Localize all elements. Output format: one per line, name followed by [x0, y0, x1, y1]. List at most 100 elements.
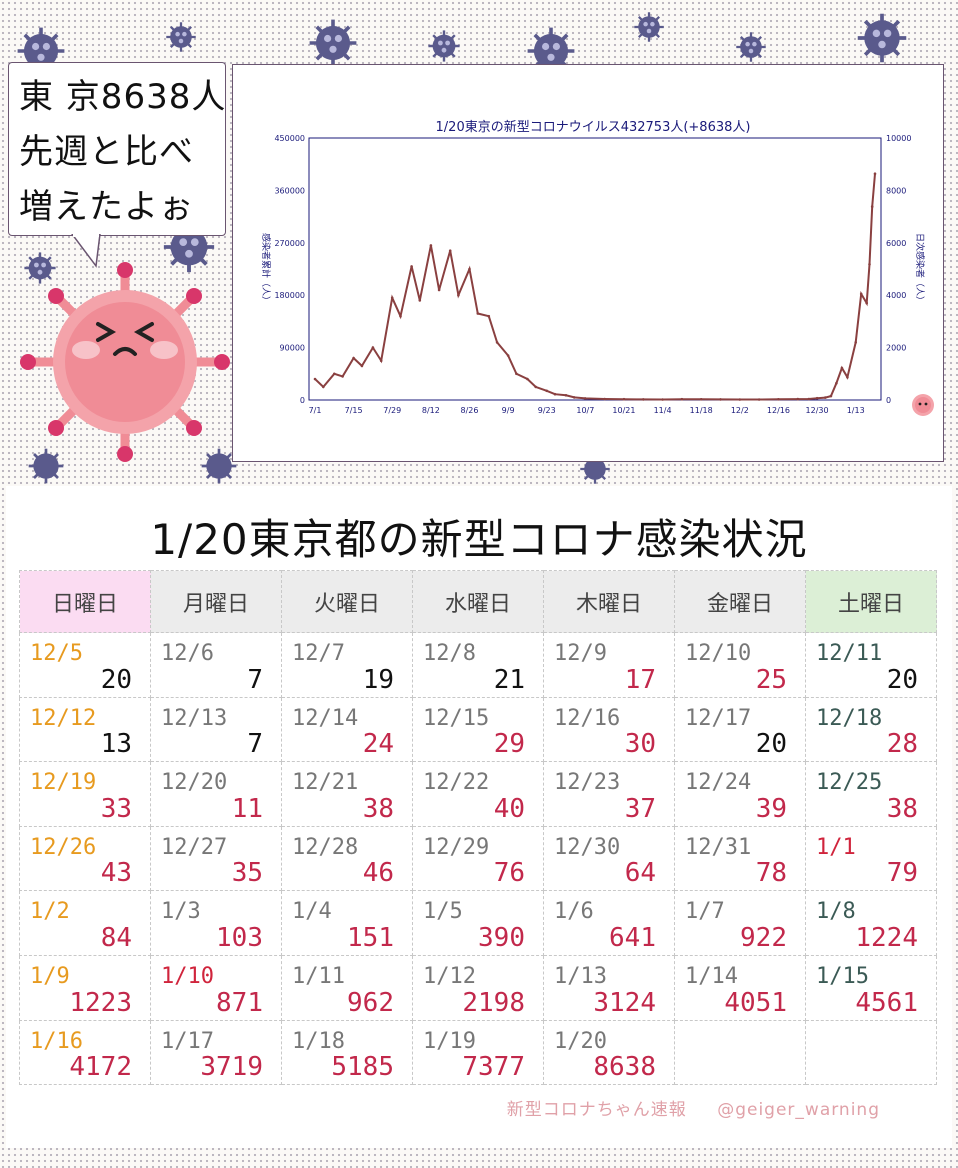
data-point	[371, 346, 375, 349]
day-date: 12/29	[423, 834, 490, 860]
x-tick-label: 11/18	[690, 406, 713, 415]
day-date: 12/14	[292, 705, 359, 731]
data-point	[661, 398, 664, 401]
chart-panel: 1/20東京の新型コロナウイルス432753人(+8638人) 感染者累計（人）…	[232, 64, 944, 462]
x-tick-label: 7/15	[345, 406, 363, 415]
x-tick-label: 8/12	[422, 406, 440, 415]
day-count: 7377	[462, 1052, 525, 1083]
day-cell: 1/19 7377	[412, 1019, 544, 1086]
day-date: 12/9	[554, 641, 607, 666]
day-count: 33	[100, 793, 132, 824]
day-date: 1/7	[685, 899, 725, 925]
day-count: 17	[624, 664, 656, 695]
header-thursday: 木曜日	[543, 570, 675, 633]
header-monday: 月曜日	[150, 570, 282, 633]
data-point	[468, 267, 471, 271]
x-tick-label: 12/16	[767, 406, 790, 415]
y-tick-label-left: 180000	[274, 291, 305, 300]
day-date: 1/14	[685, 963, 738, 989]
calendar-header-row: 日曜日 月曜日 火曜日 水曜日 木曜日 金曜日 土曜日	[19, 570, 937, 633]
x-tick-label: 8/26	[460, 406, 478, 415]
data-point	[457, 293, 460, 297]
day-date: 1/10	[161, 963, 214, 989]
day-count: 37	[624, 793, 656, 824]
day-date: 1/12	[423, 963, 476, 989]
day-date: 1/20	[554, 1028, 607, 1054]
x-tick-label: 11/4	[654, 406, 672, 415]
day-date: 12/27	[161, 834, 228, 860]
y-tick-label-right: 2000	[886, 344, 906, 353]
day-date: 1/18	[292, 1028, 345, 1054]
day-cell: 1/16 4172	[19, 1019, 151, 1086]
day-cell: 12/12 13	[19, 696, 151, 763]
data-point	[873, 172, 877, 175]
data-point	[642, 398, 645, 401]
day-cell: 12/20 11	[150, 761, 282, 827]
virus-decoration-icon	[17, 27, 65, 75]
calendar-row: 1/2 84 1/3 103 1/4 151 1/5 390 1/6 641 1/7 922 1/8 12…	[19, 890, 937, 956]
day-count: 11	[231, 793, 263, 824]
calendar-row: 12/12 13 12/13 7 12/14 24 12/15 29 12/16 30 12/17 2…	[19, 696, 937, 763]
day-count: 3719	[200, 1052, 263, 1083]
day-cell: 12/6 7	[150, 632, 282, 698]
day-count: 1223	[69, 987, 132, 1018]
day-date: 12/5	[30, 641, 83, 666]
day-cell: 12/17 20	[674, 696, 806, 763]
day-cell: 12/14 24	[281, 696, 413, 763]
day-cell: 1/8 1224	[805, 890, 937, 956]
day-count: 871	[216, 987, 263, 1018]
data-point	[437, 288, 441, 292]
data-point	[854, 341, 857, 344]
day-cell: 1/20 8638	[543, 1019, 675, 1086]
day-count: 4051	[724, 987, 787, 1018]
day-cell: 1/2 84	[19, 890, 151, 956]
data-point	[341, 375, 344, 378]
x-tick-label: 12/2	[731, 406, 749, 415]
day-date: 1/9	[30, 963, 70, 989]
data-point	[360, 364, 364, 368]
calendar-row: 12/5 20 12/6 7 12/7 19 12/8 21 12/9 17 12/10 25 12/1…	[19, 632, 937, 698]
day-count: 35	[231, 858, 263, 889]
data-point	[515, 372, 518, 376]
data-point	[859, 292, 863, 296]
chart-title: 1/20東京の新型コロナウイルス432753人(+8638人)	[436, 119, 751, 135]
day-date: 12/22	[423, 770, 490, 796]
daily-cases-line	[314, 173, 876, 401]
callout-tail	[71, 234, 101, 268]
day-count: 40	[493, 793, 525, 824]
data-point	[835, 381, 838, 385]
day-count: 78	[755, 858, 787, 889]
data-point	[603, 397, 606, 401]
day-date: 12/11	[816, 641, 883, 666]
day-date: 1/17	[161, 1028, 214, 1054]
day-count: 1224	[855, 922, 918, 953]
y-tick-label-left: 450000	[274, 134, 305, 143]
day-date: 1/11	[292, 963, 345, 989]
day-date: 1/4	[292, 899, 332, 925]
day-cell: 12/31 78	[674, 825, 806, 892]
day-count: 25	[755, 664, 787, 695]
day-count: 43	[100, 858, 132, 889]
day-count: 2198	[462, 987, 525, 1018]
day-cell: 12/23 37	[543, 761, 675, 827]
data-point	[333, 372, 336, 376]
day-count: 13	[100, 729, 132, 760]
day-date: 12/26	[30, 834, 97, 860]
header-wednesday: 水曜日	[412, 570, 544, 633]
virus-decoration-icon	[736, 32, 766, 62]
day-cell: 1/9 1223	[19, 954, 151, 1021]
data-point	[564, 394, 568, 397]
line-chart: 1/20東京の新型コロナウイルス432753人(+8638人) 感染者累計（人）…	[260, 119, 926, 415]
data-point	[815, 396, 819, 400]
data-point	[429, 244, 433, 247]
data-point	[545, 389, 548, 393]
x-tick-label: 10/21	[612, 406, 635, 415]
day-count: 38	[362, 793, 394, 824]
data-point	[680, 397, 684, 401]
day-count: 24	[362, 729, 394, 760]
calendar-table: 日曜日 月曜日 火曜日 水曜日 木曜日 金曜日 土曜日 12/5 20 12/6 7 1…	[19, 570, 937, 1086]
day-date: 1/6	[554, 899, 594, 925]
header-friday: 金曜日	[674, 570, 806, 633]
data-point	[719, 398, 722, 401]
day-count: 390	[478, 922, 525, 953]
